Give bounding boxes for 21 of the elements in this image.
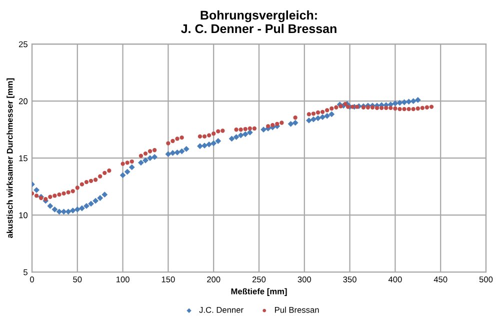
legend-label: J.C. Denner	[199, 306, 244, 313]
y-tick-label: 15	[19, 155, 28, 162]
y-axis-title: akustisch wirksamer Durchmesser [mm]	[6, 78, 14, 238]
y-tick-label: 10	[19, 212, 28, 218]
x-tick-label: 250	[252, 276, 266, 282]
legend-label: Pul Bressan	[275, 306, 319, 313]
x-tick-label: 50	[73, 276, 82, 282]
x-tick-label: 500	[479, 276, 493, 282]
x-tick-label: 0	[30, 276, 34, 282]
x-axis-title: Meßtiefe [mm]	[231, 288, 287, 296]
x-tick-label: 450	[434, 276, 448, 282]
x-tick-label: 400	[388, 276, 402, 282]
x-tick-label: 350	[343, 276, 356, 282]
y-tick-label: 25	[18, 41, 28, 48]
x-tick-label: 300	[298, 276, 312, 282]
y-tick-label: 20	[18, 98, 28, 104]
x-tick-label: 200	[207, 276, 220, 282]
chart-title: Bohrungsvergleich: J. C. Denner - Pul Bressan	[181, 10, 336, 34]
y-tick-label: 5	[24, 269, 28, 276]
x-tick-label: 100	[116, 276, 130, 282]
x-tick-label: 150	[162, 276, 175, 282]
